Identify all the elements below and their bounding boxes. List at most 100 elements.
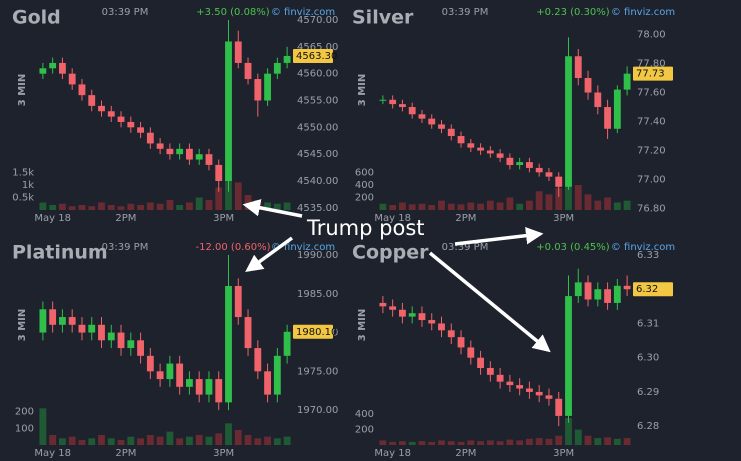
candle-body xyxy=(166,363,174,380)
chart-panel: Copper 03:39 PM +0.03 (0.45%) © finviz.com 3… xyxy=(352,242,675,460)
y-tick-label: 4550.00 xyxy=(297,122,338,133)
candle-body xyxy=(283,55,291,63)
candle-body xyxy=(516,162,524,166)
volume-bar xyxy=(215,187,223,210)
chart-title: Platinum xyxy=(12,242,108,264)
volume-bar xyxy=(78,205,86,210)
volume-bar xyxy=(156,436,164,445)
volume-bar xyxy=(98,202,105,210)
volume-bar xyxy=(457,441,465,445)
volume-bar xyxy=(283,202,291,210)
volume-bar xyxy=(555,188,563,210)
candle-body xyxy=(205,379,213,395)
candle-body xyxy=(447,330,455,338)
volume-bar xyxy=(438,440,445,445)
candle-body xyxy=(107,332,115,341)
chart-title: Copper xyxy=(352,242,429,264)
candle-body xyxy=(574,56,582,79)
volume-bar xyxy=(535,191,543,210)
volume-tick-label: 200 xyxy=(355,425,374,436)
volume-tick-label: 200 xyxy=(355,193,374,204)
y-tick-label: 1970.00 xyxy=(297,405,338,416)
candle-body xyxy=(68,317,76,325)
candle-body xyxy=(244,62,252,80)
candle-body xyxy=(584,282,592,300)
volume-bar xyxy=(467,202,475,210)
volume-bar xyxy=(88,206,96,210)
volume-bar xyxy=(594,438,602,445)
candle-body xyxy=(283,331,291,356)
chart-panel: Silver 03:39 PM +0.23 (0.30%) © finviz.com 3… xyxy=(352,7,675,225)
volume-bar xyxy=(526,200,533,210)
candle-body xyxy=(156,371,164,380)
candle-body xyxy=(225,41,232,182)
volume-bar xyxy=(418,441,426,445)
volume-bar xyxy=(486,200,494,210)
candle-body xyxy=(117,332,125,349)
volume-bar xyxy=(205,200,213,210)
candle-body xyxy=(457,136,465,144)
source: © finviz.com xyxy=(611,242,675,253)
y-tick-label: 77.60 xyxy=(637,88,666,99)
candle-body xyxy=(88,95,96,106)
volume-bar xyxy=(526,438,533,445)
y-tick-label: 6.33 xyxy=(637,250,659,261)
y-tick-label: 76.80 xyxy=(637,204,666,215)
candle-body xyxy=(215,164,223,182)
source: © finviz.com xyxy=(271,7,335,18)
x-tick-label: May 18 xyxy=(374,213,411,224)
candle-body xyxy=(273,355,281,395)
y-tick-label: 78.00 xyxy=(637,30,666,41)
volume-bar xyxy=(379,440,387,445)
volume-bar xyxy=(39,408,47,445)
volume-bar xyxy=(604,197,611,210)
candle-body xyxy=(78,84,86,96)
candle-body xyxy=(127,121,135,128)
volume-bar xyxy=(467,440,475,445)
y-tick-label: 77.80 xyxy=(637,59,666,70)
change: -12.00 (0.60%) xyxy=(196,242,271,253)
candle-body xyxy=(477,357,484,368)
y-tick-label: 4545.00 xyxy=(297,149,338,160)
candle-body xyxy=(254,79,262,101)
timestamp: 03:39 PM xyxy=(102,242,149,253)
volume-bar xyxy=(117,440,125,445)
candle-body xyxy=(496,153,504,158)
x-tick-label: 3PM xyxy=(213,448,234,459)
volume-bar xyxy=(244,195,252,210)
y-axis-label: 3 MIN xyxy=(17,74,28,106)
change: +0.23 (0.30%) xyxy=(536,7,609,18)
volume-bar xyxy=(516,203,524,210)
candle-body xyxy=(379,99,387,101)
volume-bar xyxy=(477,203,484,210)
candle-body xyxy=(613,285,621,303)
volume-bar xyxy=(146,202,154,210)
volume-bar xyxy=(438,200,445,210)
candle-body xyxy=(49,62,57,69)
volume-bar xyxy=(477,441,484,445)
volume-bar xyxy=(418,203,426,210)
volume-bar xyxy=(565,178,572,210)
volume-bar xyxy=(186,436,193,445)
candle-body xyxy=(98,324,105,341)
volume-bar xyxy=(215,433,223,445)
candle-body xyxy=(59,317,66,325)
volume-bar xyxy=(117,206,125,210)
candle-body xyxy=(526,162,533,168)
candle-body xyxy=(137,127,144,133)
candle-body xyxy=(438,323,445,331)
volume-bar xyxy=(107,438,115,445)
timestamp: 03:39 PM xyxy=(102,7,149,18)
y-tick-label: 6.28 xyxy=(637,421,659,432)
candle-body xyxy=(506,157,514,166)
candle-body xyxy=(166,148,174,155)
volume-tick-label: 0.5k xyxy=(12,193,34,204)
volume-bar xyxy=(545,438,553,445)
volume-bar xyxy=(379,203,387,210)
volume-tick-label: 200 xyxy=(15,407,34,418)
volume-bar xyxy=(565,418,572,445)
